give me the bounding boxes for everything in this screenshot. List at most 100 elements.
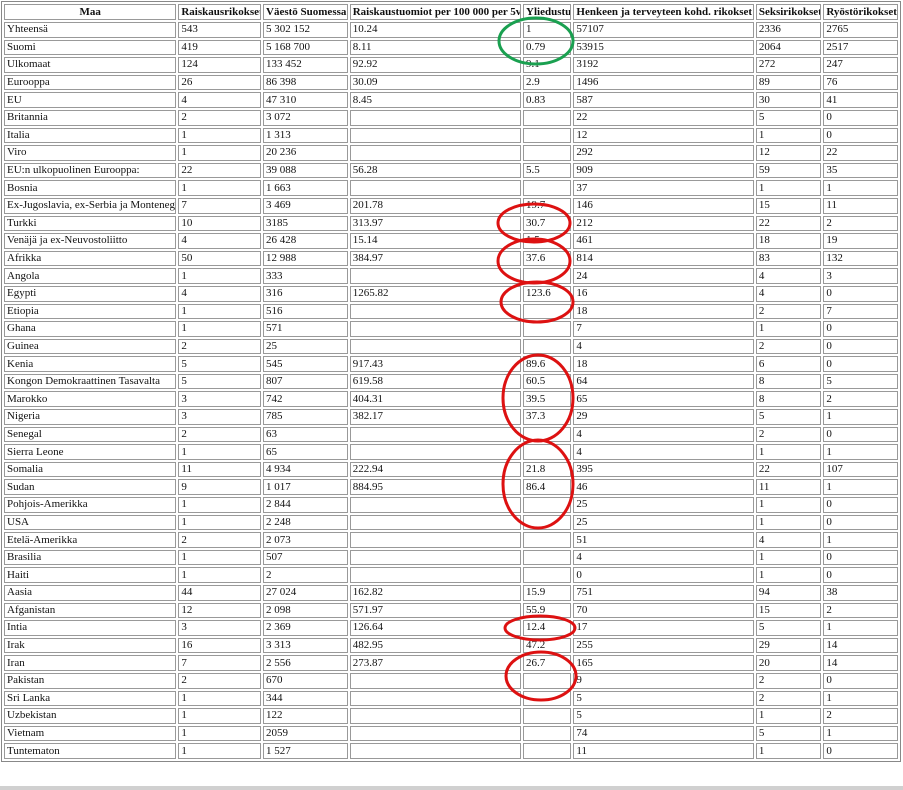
crime-statistics-table: Maa Raiskausrikokset Väestö Suomessa Raiska…	[1, 1, 901, 762]
value-cell: 1	[178, 725, 262, 742]
value-cell: 751	[573, 585, 754, 601]
value-cell: 59	[755, 162, 822, 179]
value-cell: 1	[823, 479, 898, 496]
table-row: Intia 3 2 369 126.64 12.4 17 5 1	[4, 620, 898, 636]
value-cell: 25	[263, 338, 348, 355]
value-cell: 2	[755, 672, 822, 689]
value-cell: 0	[823, 549, 898, 566]
table-row: Ulkomaat 124 133 452 92.92 9.1 3192 272 247	[4, 57, 898, 73]
value-cell: 30.09	[349, 74, 522, 91]
value-cell	[523, 549, 572, 566]
value-cell: 2 556	[263, 655, 348, 671]
column-header: Väestö Suomessa	[263, 4, 348, 20]
value-cell	[523, 338, 572, 355]
value-cell: 29	[573, 409, 754, 425]
value-cell: 2 844	[263, 497, 348, 513]
table-row: Brasilia 1 507 4 1 0	[4, 549, 898, 566]
value-cell: 814	[573, 250, 754, 267]
value-cell: 8	[755, 373, 822, 390]
value-cell: 5	[755, 725, 822, 742]
table-row: Yhteensä 543 5 302 152 10.24 1 57107 2336 2765	[4, 22, 898, 38]
value-cell: 1	[755, 127, 822, 144]
country-cell: Bosnia	[4, 180, 177, 196]
value-cell: 3 072	[263, 109, 348, 126]
value-cell: 1	[755, 497, 822, 513]
value-cell: 19	[823, 233, 898, 249]
value-cell: 670	[263, 672, 348, 689]
value-cell: 1 663	[263, 180, 348, 196]
value-cell: 10.24	[349, 22, 522, 38]
value-cell: 4	[755, 285, 822, 302]
value-cell: 212	[573, 215, 754, 232]
value-cell	[523, 514, 572, 531]
value-cell	[523, 690, 572, 707]
value-cell: 1	[755, 549, 822, 566]
value-cell: 12	[178, 602, 262, 619]
country-cell: Angola	[4, 268, 177, 284]
value-cell: 12	[755, 145, 822, 161]
value-cell: 25	[573, 514, 754, 531]
value-cell	[523, 109, 572, 126]
value-cell: 2	[755, 426, 822, 443]
value-cell	[349, 444, 522, 460]
value-cell	[349, 567, 522, 583]
value-cell: 1	[755, 567, 822, 583]
value-cell: 89.6	[523, 356, 572, 372]
value-cell	[523, 145, 572, 161]
value-cell: 133 452	[263, 57, 348, 73]
country-cell: EU:n ulkopuolinen Eurooppa:	[4, 162, 177, 179]
value-cell	[523, 426, 572, 443]
value-cell: 909	[573, 162, 754, 179]
value-cell: 313.97	[349, 215, 522, 232]
table-row: Aasia 44 27 024 162.82 15.9 751 94 38	[4, 585, 898, 601]
value-cell: 4	[573, 426, 754, 443]
value-cell: 1	[178, 303, 262, 320]
value-cell: 86.4	[523, 479, 572, 496]
table-row: Irak 16 3 313 482.95 47.2 255 29 14	[4, 637, 898, 654]
table-row: Viro 1 20 236 292 12 22	[4, 145, 898, 161]
value-cell: 273.87	[349, 655, 522, 671]
value-cell: 20	[755, 655, 822, 671]
table-row: Kenia 5 545 917.43 89.6 18 6 0	[4, 356, 898, 372]
value-cell	[349, 180, 522, 196]
value-cell: 126.64	[349, 620, 522, 636]
value-cell: 5.5	[523, 162, 572, 179]
value-cell: 2	[755, 303, 822, 320]
country-cell: Iran	[4, 655, 177, 671]
value-cell: 51	[573, 532, 754, 548]
value-cell: 1	[523, 22, 572, 38]
value-cell: 3	[178, 620, 262, 636]
value-cell: 16	[573, 285, 754, 302]
table-row: Somalia 11 4 934 222.94 21.8 395 22 107	[4, 461, 898, 478]
bottom-edge	[0, 786, 903, 790]
country-cell: Britannia	[4, 109, 177, 126]
table-row: Eurooppa 26 86 398 30.09 2.9 1496 89 76	[4, 74, 898, 91]
value-cell: 18	[755, 233, 822, 249]
value-cell: 2	[823, 215, 898, 232]
value-cell: 15.14	[349, 233, 522, 249]
value-cell: 65	[573, 391, 754, 408]
value-cell: 1	[823, 725, 898, 742]
value-cell: 0	[823, 426, 898, 443]
value-cell: 17	[573, 620, 754, 636]
value-cell: 1	[755, 514, 822, 531]
value-cell: 4	[573, 549, 754, 566]
value-cell: 4	[755, 532, 822, 548]
value-cell: 15.9	[523, 585, 572, 601]
value-cell: 162.82	[349, 585, 522, 601]
value-cell	[523, 725, 572, 742]
value-cell	[523, 532, 572, 548]
value-cell: 2059	[263, 725, 348, 742]
value-cell	[523, 268, 572, 284]
country-cell: Suomi	[4, 39, 177, 56]
value-cell	[349, 549, 522, 566]
value-cell: 0.79	[523, 39, 572, 56]
table-row: Angola 1 333 24 4 3	[4, 268, 898, 284]
value-cell: 0	[823, 338, 898, 355]
value-cell: 37.6	[523, 250, 572, 267]
value-cell: 344	[263, 690, 348, 707]
value-cell: 2	[823, 602, 898, 619]
country-cell: Marokko	[4, 391, 177, 408]
table-row: Marokko 3 742 404.31 39.5 65 8 2	[4, 391, 898, 408]
country-cell: Afrikka	[4, 250, 177, 267]
